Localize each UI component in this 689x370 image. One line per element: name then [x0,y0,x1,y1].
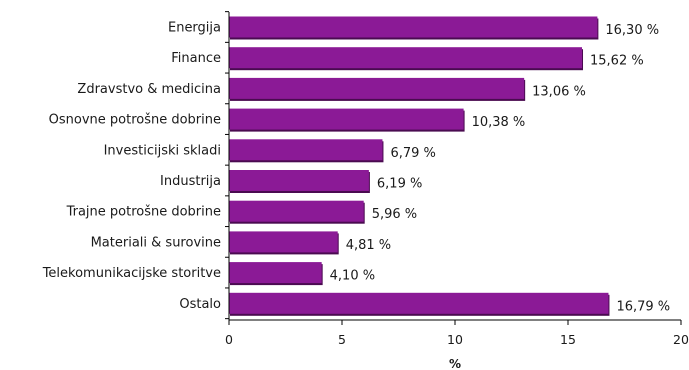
category-label: Telekomunikacijske storitve [42,266,221,281]
category-label: Ostalo [179,297,221,312]
x-tick-label: 10 [447,332,463,347]
category-label: Finance [171,51,221,66]
bar-0 [229,16,598,38]
category-label: Industrija [160,174,221,189]
value-label: 4,10 % [330,269,375,284]
labels-layer: Energija 16,30 % Finance 15,62 % Zdravstvo &… [42,21,689,370]
value-label: 16,30 % [605,23,659,38]
category-label: Zdravstvo & medicina [77,82,221,97]
x-axis-title: % [449,357,461,370]
bar-3 [229,108,464,130]
category-label: Energija [168,21,221,36]
category-label: Materiali & surovine [91,235,221,250]
bar-6 [229,200,364,222]
category-label: Osnovne potrošne dobrine [49,113,221,128]
value-label: 6,19 % [377,177,422,192]
category-label: Trajne potrošne dobrine [66,205,221,220]
bar-5 [229,170,369,191]
bars-layer [229,16,610,316]
axes-layer [225,11,682,325]
bar-2 [229,77,525,99]
bar-4 [229,139,383,161]
x-tick-label: 15 [560,332,576,347]
value-label: 16,79 % [616,299,670,314]
x-tick-label: 0 [225,332,233,347]
value-label: 15,62 % [590,54,644,69]
value-label: 4,81 % [346,238,391,253]
value-label: 6,79 % [390,146,435,161]
category-label: Investicijski skladi [104,143,221,158]
value-label: 10,38 % [472,115,526,130]
bar-8 [229,262,322,284]
value-label: 13,06 % [532,84,586,99]
bar-9 [229,292,609,314]
x-tick-label: 5 [338,332,346,347]
value-label: 5,96 % [372,207,417,222]
bar-1 [229,47,583,69]
bar-7 [229,231,338,253]
x-tick-label: 20 [673,332,689,347]
